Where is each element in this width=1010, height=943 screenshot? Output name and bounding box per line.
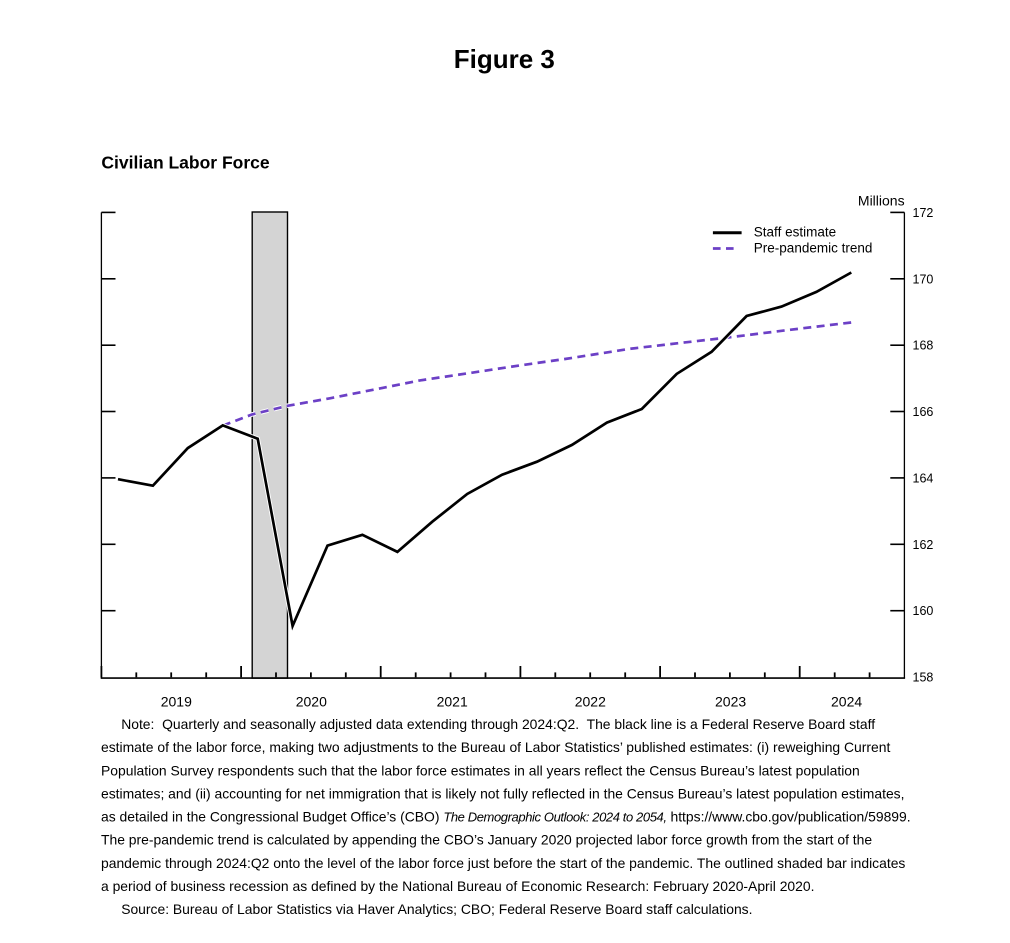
svg-text:Staff estimate: Staff estimate [754, 225, 836, 240]
svg-text:Civilian Labor Force: Civilian Labor Force [101, 152, 269, 172]
svg-text:estimate of the labor force, m: estimate of the labor force, making two … [101, 739, 890, 755]
svg-text:170: 170 [913, 272, 934, 286]
svg-text:166: 166 [913, 405, 934, 419]
svg-text:Note: Quarterly and seasonall: Note: Quarterly and seasonally adjusted … [121, 716, 875, 732]
svg-text:2023: 2023 [715, 693, 746, 709]
svg-text:as detailed in the Congression: as detailed in the Congressional Budget … [101, 809, 911, 825]
svg-text:172: 172 [913, 206, 934, 220]
svg-text:estimates; and (ii) accounting: estimates; and (ii) accounting for net i… [101, 785, 905, 801]
svg-text:2020: 2020 [296, 693, 327, 709]
svg-text:2021: 2021 [437, 693, 468, 709]
svg-text:a period of business recession: a period of business recession as define… [101, 878, 814, 894]
svg-text:Source: Bureau of Labor Statis: Source: Bureau of Labor Statistics via H… [121, 901, 752, 917]
svg-text:Figure 3: Figure 3 [454, 44, 555, 74]
svg-text:2022: 2022 [575, 693, 606, 709]
svg-text:Pre-pandemic trend: Pre-pandemic trend [754, 240, 873, 255]
svg-text:162: 162 [913, 538, 934, 552]
svg-text:164: 164 [913, 471, 934, 485]
svg-text:168: 168 [913, 339, 934, 353]
svg-text:158: 158 [913, 671, 934, 685]
svg-text:pandemic through 2024:Q2 onto: pandemic through 2024:Q2 onto the level … [101, 855, 905, 871]
svg-text:2024: 2024 [831, 693, 862, 709]
svg-text:2019: 2019 [161, 693, 192, 709]
svg-text:The pre-pandemic trend is calc: The pre-pandemic trend is calculated by … [101, 832, 872, 848]
svg-text:Population Survey respondents: Population Survey respondents such that … [101, 762, 860, 778]
svg-text:160: 160 [913, 604, 934, 618]
svg-text:Millions: Millions [858, 193, 905, 209]
